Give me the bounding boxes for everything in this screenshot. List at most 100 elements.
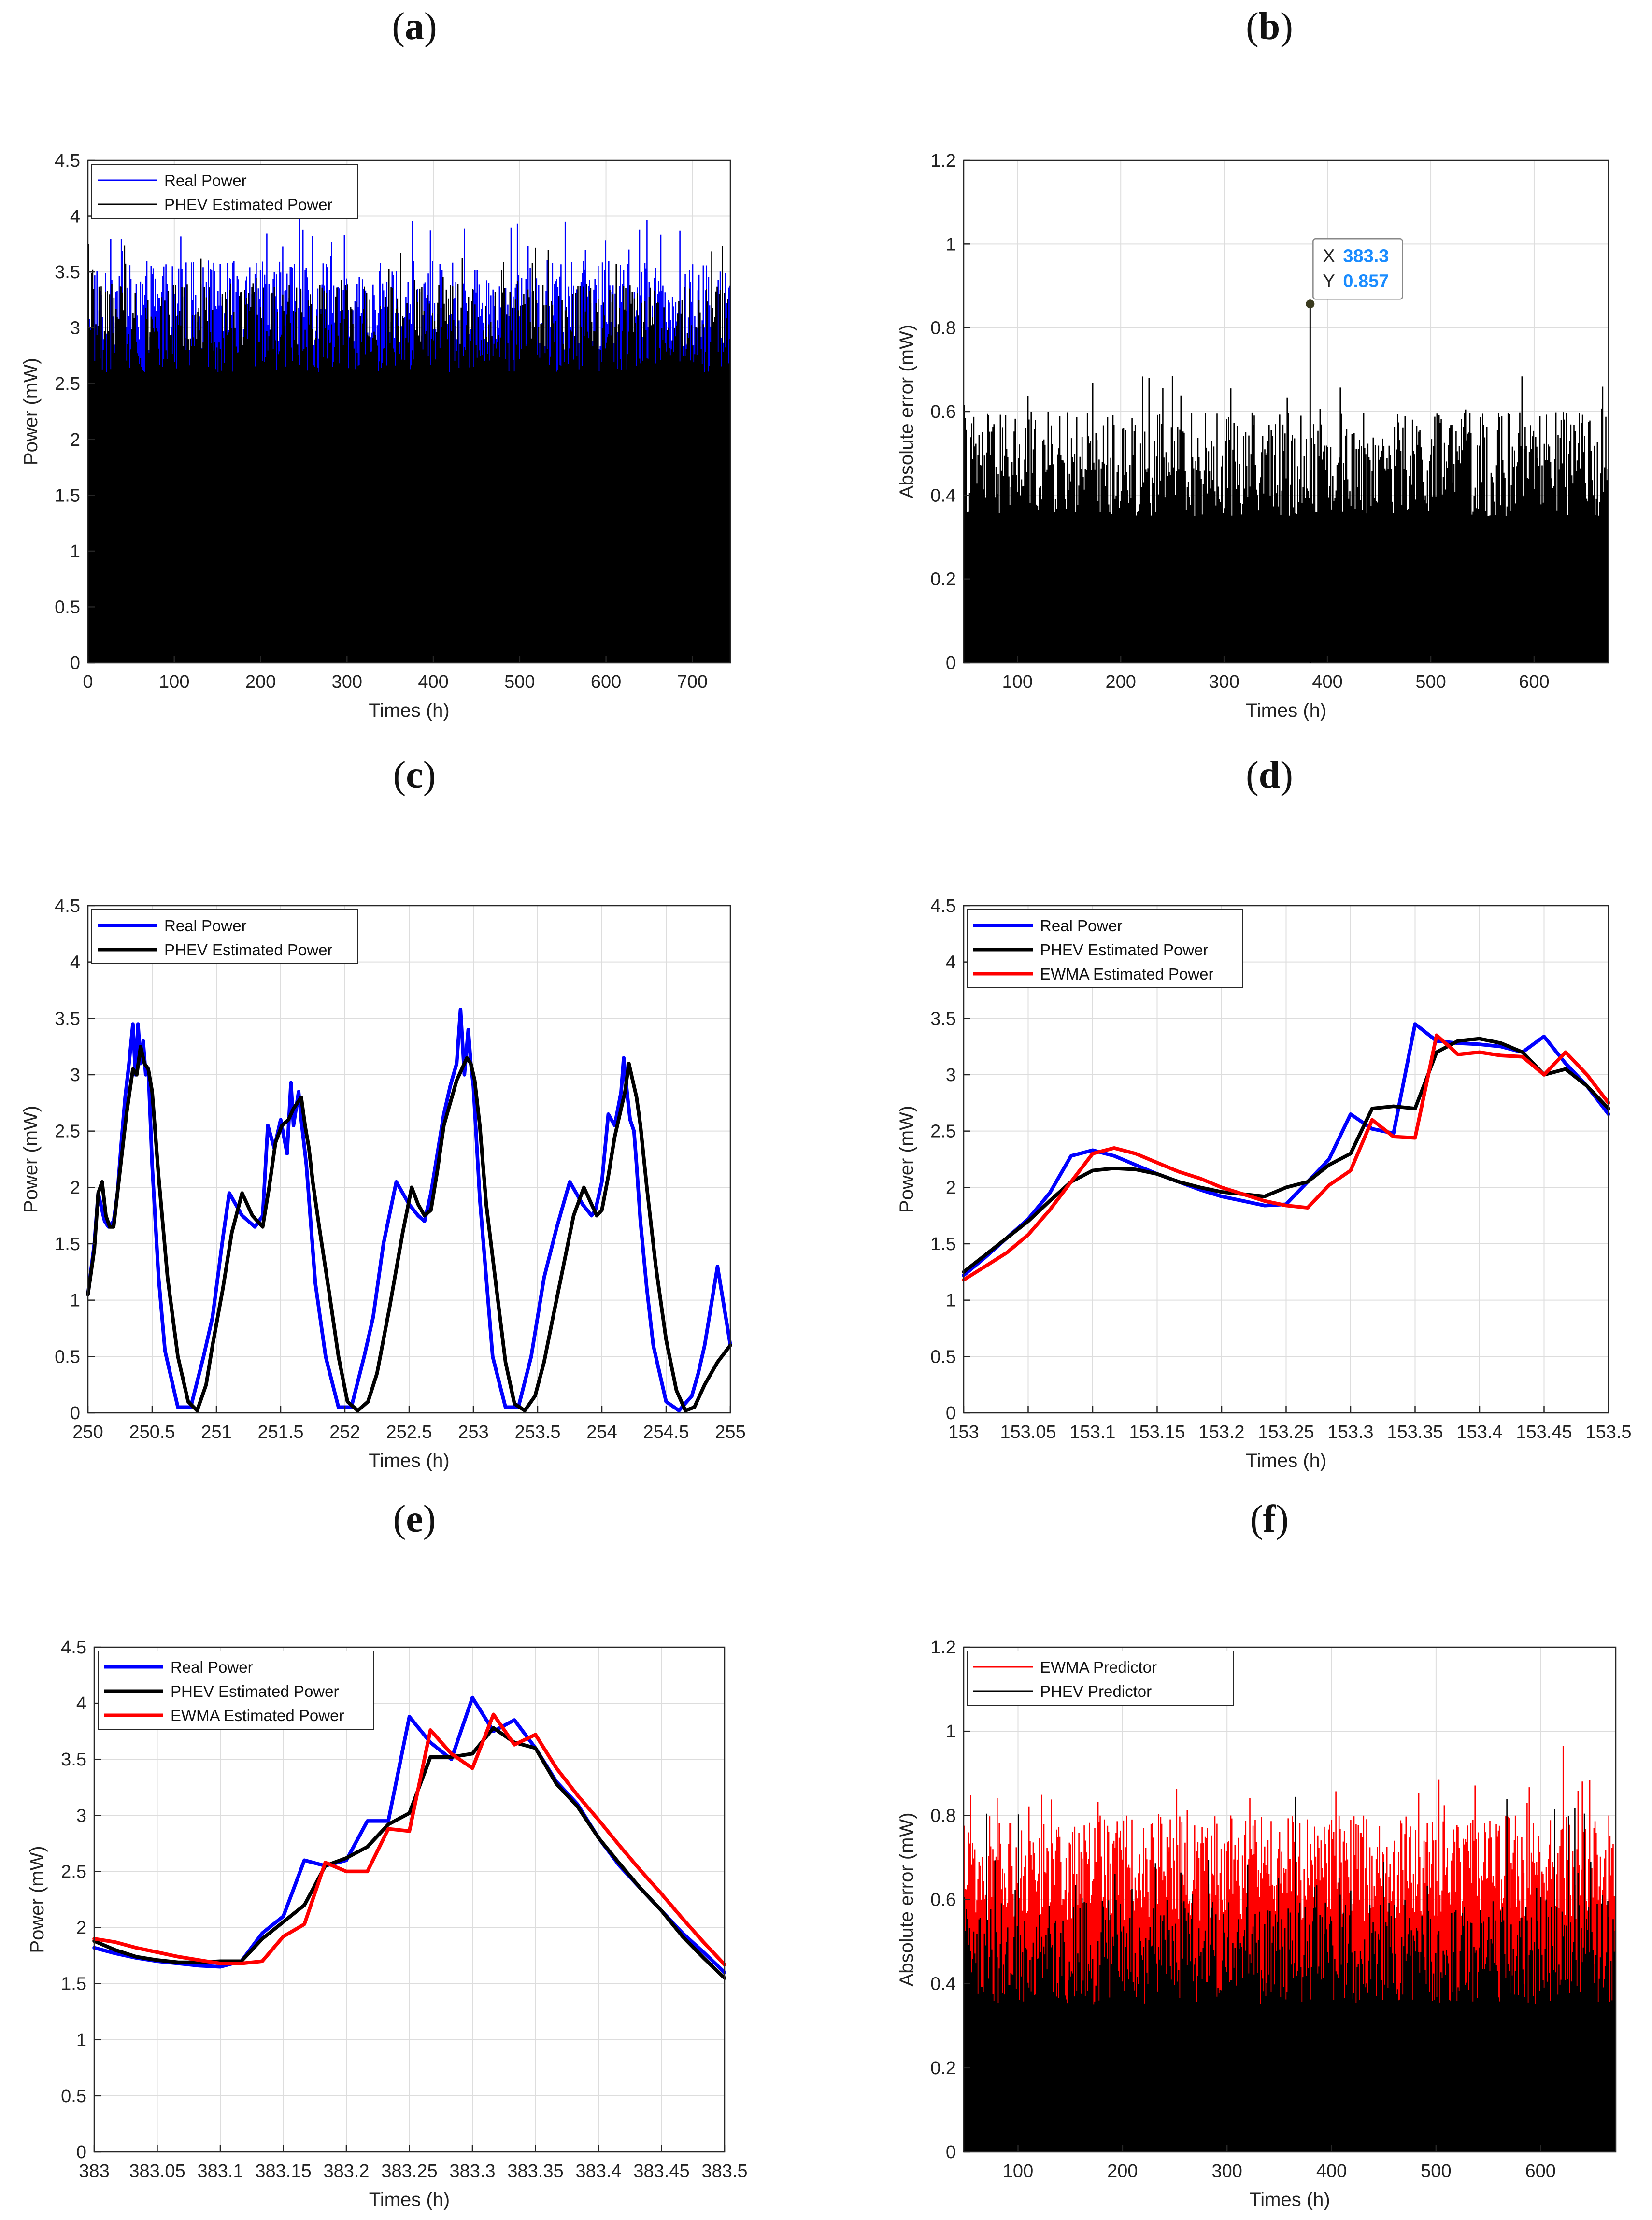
legend-entry: EWMA Predictor <box>1040 1658 1157 1676</box>
legend: Real Power PHEV Estimated Power <box>91 909 358 964</box>
x-tick-label: 383.5 <box>701 2161 747 2181</box>
y-axis-label: Absolute error (mW) <box>896 1812 917 1986</box>
y-tick-label: 3.5 <box>61 1750 86 1770</box>
legend-entry: PHEV Estimated Power <box>171 1682 339 1700</box>
y-tick-label: 0.5 <box>61 2086 86 2106</box>
y-tick-label: 3 <box>70 318 80 339</box>
panel-label-f: (f) <box>1250 1498 1289 1540</box>
x-tick-label: 383.15 <box>255 2161 311 2181</box>
x-tick-label: 255 <box>715 1422 745 1442</box>
y-tick-label: 2.5 <box>930 1122 956 1142</box>
x-tick-label: 500 <box>1421 2161 1451 2181</box>
legend-box <box>91 164 358 219</box>
x-tick-label: 300 <box>332 672 362 692</box>
series-group <box>962 1022 1610 1282</box>
y-tick-label: 3 <box>946 1065 956 1085</box>
legend-entry: PHEV Estimated Power <box>164 196 332 213</box>
datatip[interactable]: X 383.3 Y 0.857 <box>1306 238 1403 663</box>
series-phev-estimated-power <box>92 1726 726 1980</box>
x-tick-label: 153.5 <box>1585 1422 1631 1442</box>
legend-entry: PHEV Estimated Power <box>164 941 332 959</box>
x-tick-label: 600 <box>1519 672 1549 692</box>
datatip-marker[interactable] <box>1306 299 1315 309</box>
y-tick-label: 1.5 <box>930 1234 956 1254</box>
legend-entry: PHEV Estimated Power <box>1040 941 1208 959</box>
x-tick-label: 383.3 <box>449 2161 495 2181</box>
datatip-y-value: 0.857 <box>1343 271 1389 291</box>
x-tick-label: 383.25 <box>381 2161 437 2181</box>
y-tick-label: 1 <box>70 541 80 562</box>
y-tick-label: 0.8 <box>930 1806 956 1826</box>
chart-3: 250 250.5 251 251.5 252 252.5 253 253.5 254 254.5… <box>20 896 746 1471</box>
legend-entry: Real Power <box>1040 917 1123 935</box>
x-tick-label: 153.1 <box>1069 1422 1115 1442</box>
y-tick-label: 0 <box>946 653 956 673</box>
y-axis-label: Power (mW) <box>20 358 42 465</box>
x-tick-label: 383.4 <box>575 2161 621 2181</box>
series-ewma-estimated-power <box>92 1712 726 1966</box>
x-tick-label: 153.2 <box>1198 1422 1244 1442</box>
y-tick-label: 0 <box>76 2142 86 2163</box>
y-tick-label: 2 <box>70 1178 80 1198</box>
series-real-power <box>86 1007 732 1413</box>
datatip-y-label: Y <box>1323 271 1335 291</box>
y-tick-label: 1.5 <box>55 485 80 506</box>
y-axis-label: Absolute error (mW) <box>896 325 917 498</box>
x-tick-label: 300 <box>1209 672 1239 692</box>
x-tick-label: 153.05 <box>1000 1422 1056 1442</box>
legend-box <box>91 909 358 964</box>
tick-labels: 383 383.05 383.1 383.15 383.2 383.25 383.3 383.… <box>61 1637 747 2181</box>
legend-entry: Real Power <box>164 917 247 935</box>
y-tick-label: 1 <box>76 2030 86 2050</box>
panel-label-b: (b) <box>1246 5 1293 48</box>
y-tick-label: 2.5 <box>55 1122 80 1142</box>
tick-labels: 0 100 200 300 400 500 600 700 0 0.5 1 1.5 2 2.5 3 3.5 4 4… <box>55 151 708 692</box>
y-tick-label: 1 <box>946 1722 956 1742</box>
y-tick-label: 1 <box>946 234 956 255</box>
x-tick-label: 251 <box>201 1422 231 1442</box>
tick-labels: 100 200 300 400 500 600 0 0.2 0.4 0.6 0.8 1 1.2 <box>930 151 1549 692</box>
x-axis-label: Times (h) <box>1246 1450 1326 1471</box>
x-tick-label: 254.5 <box>643 1422 689 1442</box>
y-tick-label: 0 <box>70 1403 80 1423</box>
x-axis-label: Times (h) <box>1246 700 1326 721</box>
chart-4: 153 153.05 153.1 153.15 153.2 153.25 153.3 153.… <box>896 896 1632 1471</box>
x-tick-label: 300 <box>1211 2161 1242 2181</box>
y-tick-label: 3.5 <box>930 1009 956 1029</box>
x-tick-label: 100 <box>1003 2161 1033 2181</box>
x-tick-label: 252 <box>329 1422 360 1442</box>
series-group <box>963 376 1609 663</box>
x-tick-label: 500 <box>1415 672 1446 692</box>
x-tick-label: 383.2 <box>323 2161 369 2181</box>
y-tick-label: 4.5 <box>930 896 956 916</box>
x-tick-label: 153.15 <box>1129 1422 1185 1442</box>
y-tick-label: 3 <box>76 1806 86 1826</box>
y-tick-label: 2 <box>946 1178 956 1198</box>
x-tick-label: 383.35 <box>507 2161 563 2181</box>
series-group <box>86 1007 732 1413</box>
chart-2: 100 200 300 400 500 600 0 0.2 0.4 0.6 0.8 1 1.2 Times… <box>896 151 1609 721</box>
y-tick-label: 0.6 <box>930 1890 956 1910</box>
series-ewma-estimated-power <box>962 1033 1610 1282</box>
x-axis-label: Times (h) <box>369 2189 450 2210</box>
y-tick-label: 4.5 <box>61 1637 86 1658</box>
legend-entry: EWMA Estimated Power <box>171 1707 344 1724</box>
y-tick-label: 4.5 <box>55 151 80 171</box>
x-tick-label: 251.5 <box>257 1422 303 1442</box>
y-tick-label: 0.6 <box>930 402 956 422</box>
y-tick-label: 0.5 <box>930 1347 956 1367</box>
legend: EWMA Predictor PHEV Predictor <box>967 1651 1234 1706</box>
y-tick-label: 3 <box>70 1065 80 1085</box>
legend-entry: EWMA Estimated Power <box>1040 965 1213 983</box>
x-tick-label: 500 <box>504 672 535 692</box>
y-tick-label: 0 <box>946 1403 956 1423</box>
y-tick-label: 3.5 <box>55 1009 80 1029</box>
x-tick-label: 700 <box>677 672 708 692</box>
tick-labels: 153 153.05 153.1 153.15 153.2 153.25 153.3 153.… <box>930 896 1631 1442</box>
x-tick-label: 250.5 <box>129 1422 175 1442</box>
y-tick-label: 4 <box>70 953 80 973</box>
y-tick-label: 1.2 <box>930 151 956 171</box>
legend-box <box>967 1651 1234 1706</box>
series-fill <box>964 538 1609 663</box>
